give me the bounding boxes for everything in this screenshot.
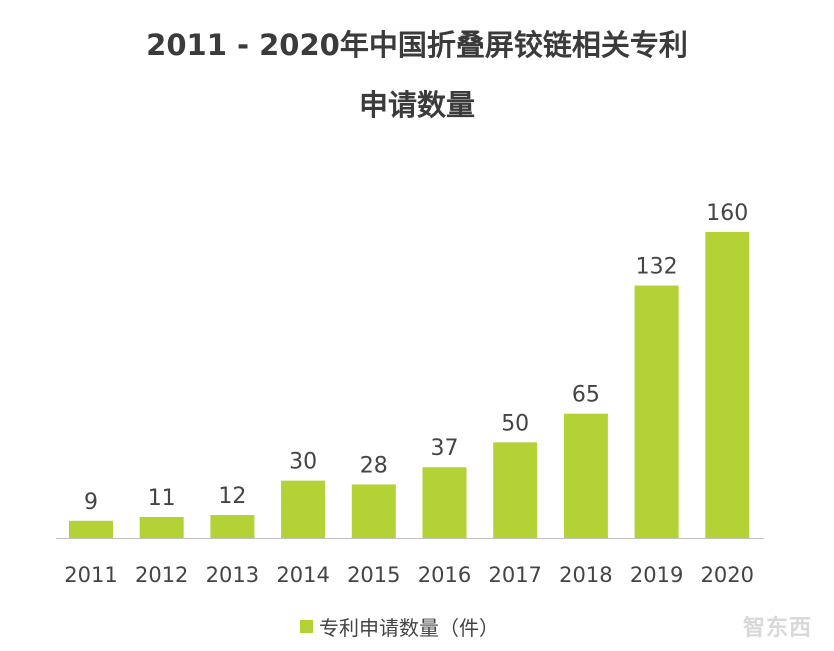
chart-subtitle: 申请数量 — [358, 88, 475, 122]
bar-2020 — [705, 232, 750, 538]
x-tick-label-2015: 2015 — [347, 563, 400, 587]
data-label-2014: 30 — [289, 450, 317, 475]
x-tick-label-2012: 2012 — [135, 563, 188, 587]
bar-2014 — [281, 480, 326, 538]
bar-2019 — [634, 285, 679, 538]
bar-2011 — [69, 520, 113, 538]
x-tick-label-2014: 2014 — [276, 563, 329, 587]
data-label-2011: 9 — [84, 490, 98, 515]
x-tick-label-2017: 2017 — [488, 563, 541, 587]
x-tick-label-2016: 2016 — [418, 563, 471, 587]
data-label-2013: 12 — [218, 484, 246, 509]
data-label-2016: 37 — [431, 436, 459, 461]
data-label-2018: 65 — [572, 383, 600, 408]
bar-2016 — [422, 467, 467, 538]
chart-title: 2011 - 2020年中国折叠屏铰链相关专利 — [146, 28, 688, 62]
data-label-2017: 50 — [501, 411, 529, 436]
data-label-2015: 28 — [360, 453, 388, 478]
bar-2017 — [493, 442, 538, 538]
data-label-2019: 132 — [636, 255, 678, 280]
x-tick-label-2011: 2011 — [64, 563, 117, 587]
watermark-logo: 智东西 — [742, 616, 812, 641]
legend: 专利申请数量（件） — [300, 612, 499, 641]
bar-2018 — [563, 413, 608, 538]
x-tick-label-2013: 2013 — [206, 563, 259, 587]
legend-label: 专利申请数量（件） — [319, 616, 499, 640]
bar-2015 — [351, 484, 396, 538]
bar-2012 — [139, 516, 184, 538]
data-label-2012: 11 — [148, 486, 176, 511]
data-label-2020: 160 — [706, 201, 748, 226]
bar-2013 — [210, 515, 255, 538]
x-tick-label-2018: 2018 — [559, 563, 612, 587]
legend-swatch — [300, 620, 313, 633]
x-tick-label-2020: 2020 — [701, 563, 754, 587]
x-tick-label-2019: 2019 — [630, 563, 683, 587]
